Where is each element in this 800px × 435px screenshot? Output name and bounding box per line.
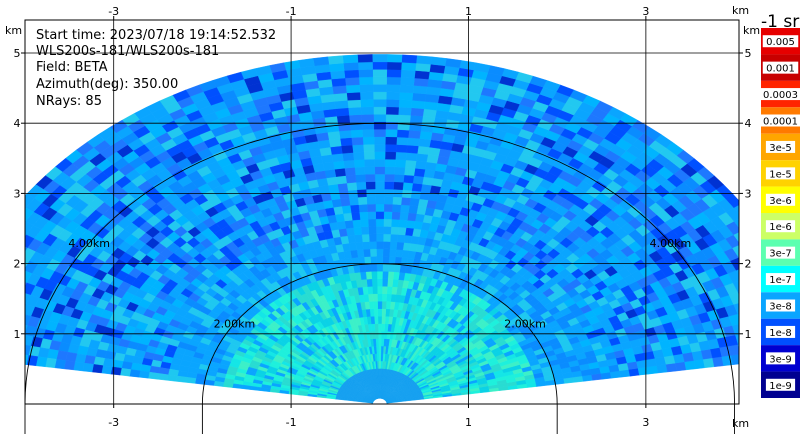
ring-label-right: 2.00km bbox=[504, 317, 546, 330]
info-block: Start time: 2023/07/18 19:14:52.532 WLS2… bbox=[36, 28, 276, 109]
colorbar-label: 1e-9 bbox=[769, 381, 792, 392]
colorbar-label: 0.001 bbox=[766, 64, 795, 75]
colorbar-label: 0.0001 bbox=[763, 117, 798, 128]
y-tick-left: 3 bbox=[14, 187, 21, 200]
y-tick-left: 1 bbox=[14, 328, 21, 341]
colorbar-label-bg bbox=[759, 88, 800, 101]
ring-label-left: 4.00km bbox=[68, 237, 110, 250]
colorbar-label: 3e-6 bbox=[769, 196, 792, 207]
beta-data-field bbox=[25, 54, 739, 404]
colorbar-label-bg bbox=[765, 299, 796, 312]
colorbar-label-bg bbox=[765, 220, 796, 233]
colorbar-label: 3e-7 bbox=[769, 249, 792, 260]
right-km-label: km bbox=[743, 24, 760, 37]
grid bbox=[25, 20, 739, 404]
colorbar-label: 0.005 bbox=[766, 37, 795, 48]
ring-label-right: 4.00km bbox=[650, 237, 692, 250]
x-tick-bottom: -3 bbox=[108, 416, 119, 429]
colorbar-label-bg bbox=[765, 273, 796, 286]
nrays-text: NRays: 85 bbox=[36, 94, 102, 109]
colorbar-label-bg bbox=[765, 352, 796, 365]
start-time-text: Start time: 2023/07/18 19:14:52.532 bbox=[36, 28, 276, 43]
y-tick-right: 1 bbox=[745, 328, 752, 341]
colorbar-label: 1e-6 bbox=[769, 222, 792, 233]
colorbar-label-bg bbox=[765, 167, 796, 180]
y-tick-left: 4 bbox=[14, 117, 21, 130]
x-tick-top: -1 bbox=[286, 5, 297, 18]
x-tick-bottom: 3 bbox=[642, 416, 649, 429]
y-tick-right: 5 bbox=[745, 47, 752, 60]
colorbar-label: 3e-8 bbox=[769, 302, 792, 313]
y-tick-right: 4 bbox=[745, 117, 752, 130]
y-tick-right: 2 bbox=[745, 258, 752, 271]
y-tick-left: 2 bbox=[14, 258, 21, 271]
colorbar-label-bg bbox=[765, 378, 796, 391]
plot-frame bbox=[24, 19, 740, 405]
colorbar-label-bg bbox=[765, 193, 796, 206]
colorbar-label: 1e-7 bbox=[769, 275, 792, 286]
colorbar-label-bg bbox=[762, 35, 799, 48]
colorbar-label-bg bbox=[762, 61, 799, 74]
instrument-text: WLS200s-181/WLS200s-181 bbox=[36, 44, 219, 59]
colorbar-units: -1 sr bbox=[761, 12, 799, 32]
colorbar-label: 3e-9 bbox=[769, 354, 792, 365]
field-text: Field: BETA bbox=[36, 60, 108, 75]
x-tick-bottom: -1 bbox=[286, 416, 297, 429]
colorbar-label: 3e-5 bbox=[769, 143, 792, 154]
axis-ticks: -3 -3 -1 -1 1 1 3 3 1 1 2 2 3 3 4 4 5 5 bbox=[14, 5, 752, 429]
bottom-km-label: km bbox=[732, 417, 749, 430]
colorbar-label: 1e-5 bbox=[769, 169, 792, 180]
x-tick-top: 1 bbox=[465, 5, 472, 18]
range-rings: 2.00km 2.00km 4.00km 4.00km bbox=[24, 123, 736, 434]
y-tick-left: 5 bbox=[14, 47, 21, 60]
left-km-label: km bbox=[5, 24, 22, 37]
colorbar-label: 1e-8 bbox=[769, 328, 792, 339]
colorbar-label-bg bbox=[765, 325, 796, 338]
ring-label-left: 2.00km bbox=[214, 317, 256, 330]
x-tick-top: 3 bbox=[642, 5, 649, 18]
x-tick-bottom: 1 bbox=[465, 416, 472, 429]
x-tick-top: -3 bbox=[108, 5, 119, 18]
colorbar-label-bg bbox=[765, 246, 796, 259]
colorbar-label-bg bbox=[759, 114, 800, 127]
colorbar-label: 0.0003 bbox=[763, 90, 798, 101]
colorbar: 0.005 0.001 0.0003 0.0001 3e-5 1e-5 3e-6 1e-6 3e… bbox=[759, 28, 800, 398]
top-km-label: km bbox=[732, 4, 749, 17]
colorbar-label-bg bbox=[765, 140, 796, 153]
azimuth-text: Azimuth(deg): 350.00 bbox=[36, 77, 178, 92]
y-tick-right: 3 bbox=[745, 187, 752, 200]
